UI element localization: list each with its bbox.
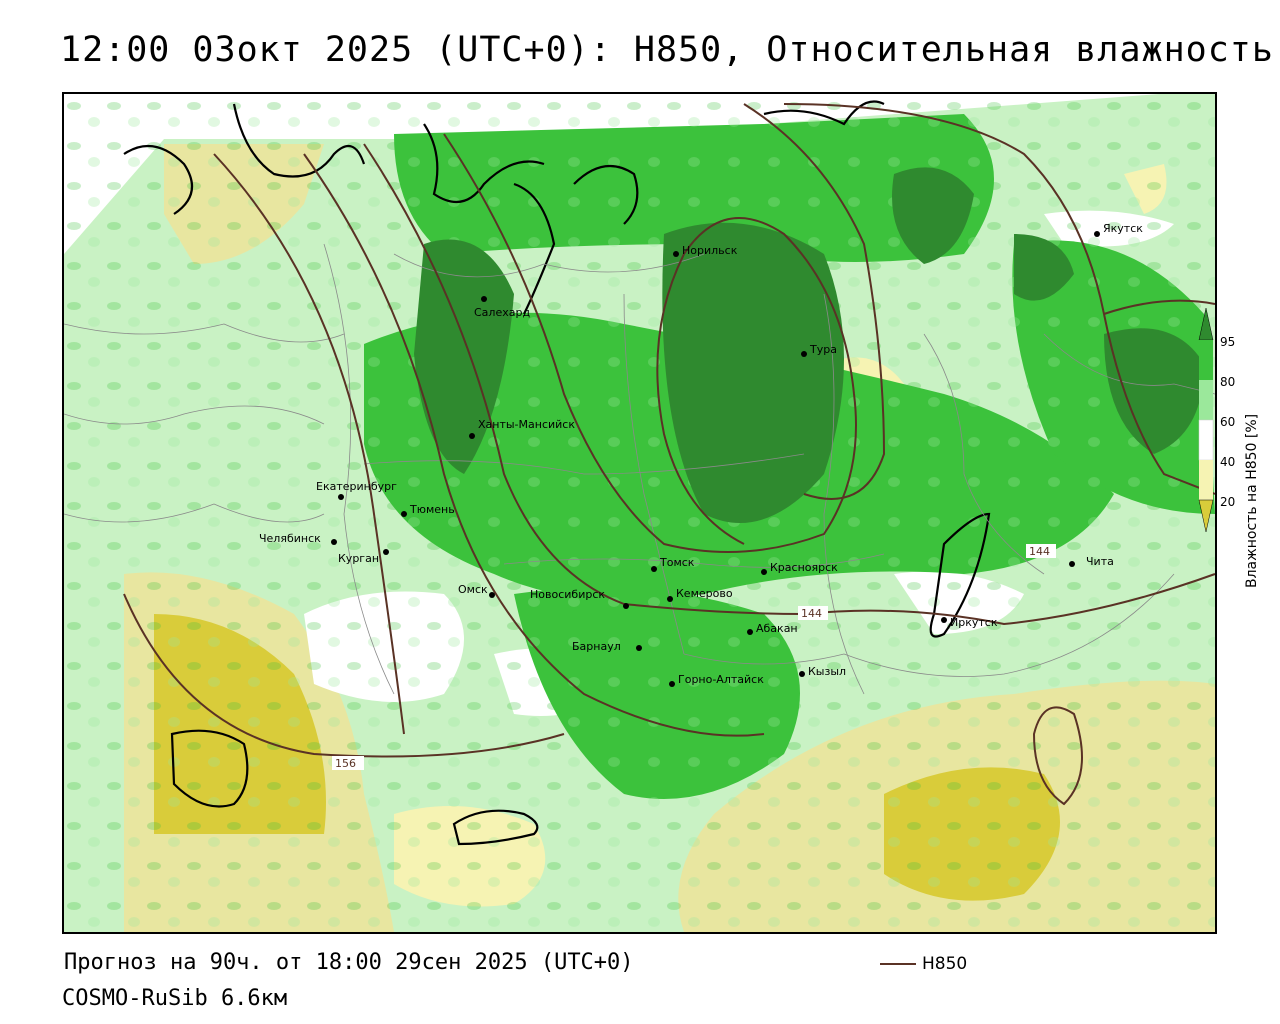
humidity-map: Якутск Норильск Салехард Тура Ханты-Манс… — [62, 92, 1217, 934]
city-abakan: Абакан — [747, 622, 798, 635]
city-kemerovo: Кемерово — [667, 587, 733, 602]
svg-text:Новосибирск: Новосибирск — [530, 588, 605, 601]
contour-line-156 — [123, 593, 565, 758]
city-salekhard: Салехард — [474, 296, 530, 319]
city-norilsk: Норильск — [673, 244, 738, 257]
city-novosibirsk: Новосибирск — [530, 588, 629, 609]
humidity-legend: 95 80 60 40 20 — [1198, 300, 1248, 554]
legend-tick: 80 — [1220, 375, 1235, 389]
svg-text:Абакан: Абакан — [756, 622, 798, 635]
very-humid-core-5 — [1014, 234, 1074, 301]
very-humid-core-1 — [662, 222, 844, 523]
legend-tick: 40 — [1220, 455, 1235, 469]
coastlines — [123, 100, 991, 846]
svg-text:Омск: Омск — [458, 583, 488, 596]
svg-text:Екатеринбург: Екатеринбург — [316, 480, 397, 493]
legend-band-80 — [1199, 380, 1213, 420]
contour-legend-label: H850 — [922, 954, 968, 974]
svg-text:Ханты-Мансийск: Ханты-Мансийск — [478, 418, 575, 431]
svg-text:Кемерово: Кемерово — [676, 587, 733, 600]
svg-text:Якутск: Якутск — [1103, 222, 1143, 235]
city-markers: Якутск Норильск Салехард Тура Ханты-Манс… — [259, 222, 1143, 687]
city-irkutsk: Иркутск — [941, 616, 998, 629]
legend-tick: 60 — [1220, 415, 1235, 429]
chart-title: 12:00 03окт 2025 (UTC+0): H850, Относите… — [60, 30, 1274, 70]
svg-text:Томск: Томск — [659, 556, 695, 569]
svg-text:Горно-Алтайск: Горно-Алтайск — [678, 673, 764, 686]
svg-text:Барнаул: Барнаул — [572, 640, 621, 653]
city-krasnoyarsk: Красноярск — [761, 561, 838, 575]
svg-text:Красноярск: Красноярск — [770, 561, 838, 574]
contour-labels: 144 144 156 — [332, 544, 1056, 770]
city-yakutsk: Якутск — [1094, 222, 1143, 237]
svg-text:Курган: Курган — [338, 552, 379, 565]
legend-tick: 20 — [1220, 495, 1235, 509]
city-khanty-mansiysk: Ханты-Мансийск — [469, 418, 575, 439]
svg-text:Кызыл: Кызыл — [808, 665, 846, 678]
svg-text:Салехард: Салехард — [474, 306, 530, 319]
contour-legend: H850 — [880, 954, 967, 974]
city-yekaterinburg: Екатеринбург — [316, 480, 397, 500]
city-kurgan: Курган — [338, 549, 389, 565]
svg-text:Норильск: Норильск — [682, 244, 738, 257]
svg-text:Иркутск: Иркутск — [950, 616, 998, 629]
very-humid-core-4 — [892, 167, 974, 264]
city-chelyabinsk: Челябинск — [259, 532, 337, 545]
city-kyzyl: Кызыл — [799, 665, 846, 678]
city-tomsk: Томск — [651, 556, 695, 572]
city-tyumen: Тюмень — [401, 503, 455, 517]
svg-text:Тюмень: Тюмень — [409, 503, 455, 516]
svg-text:Тура: Тура — [809, 343, 837, 356]
legend-title: Влажность на H850 [%] — [1244, 413, 1260, 588]
legend-band-60 — [1198, 419, 1214, 461]
contour-legend-line — [880, 963, 916, 965]
svg-text:Чита: Чита — [1086, 555, 1114, 568]
forecast-info: Прогноз на 90ч. от 18:00 29сен 2025 (UTC… — [64, 950, 634, 975]
city-tura: Тура — [801, 343, 837, 357]
contour-label: 144 — [801, 607, 822, 620]
city-chita: Чита — [1069, 555, 1114, 568]
legend-arrow-top — [1198, 307, 1214, 341]
contour-label: 156 — [335, 757, 356, 770]
contour-label: 144 — [1029, 545, 1050, 558]
legend-band-40 — [1199, 460, 1213, 500]
legend-arrow-bottom — [1198, 499, 1214, 533]
model-name: COSMO-RuSib 6.6км — [62, 986, 288, 1011]
city-gorno-altaysk: Горно-Алтайск — [669, 673, 764, 687]
very-humid-core-3 — [1104, 328, 1204, 454]
svg-text:Челябинск: Челябинск — [259, 532, 321, 545]
city-omsk: Омск — [458, 583, 495, 598]
h850-contours — [123, 103, 1215, 806]
city-barnaul: Барнаул — [572, 640, 642, 653]
legend-tick: 95 — [1220, 335, 1235, 349]
legend-band-95 — [1199, 340, 1213, 380]
